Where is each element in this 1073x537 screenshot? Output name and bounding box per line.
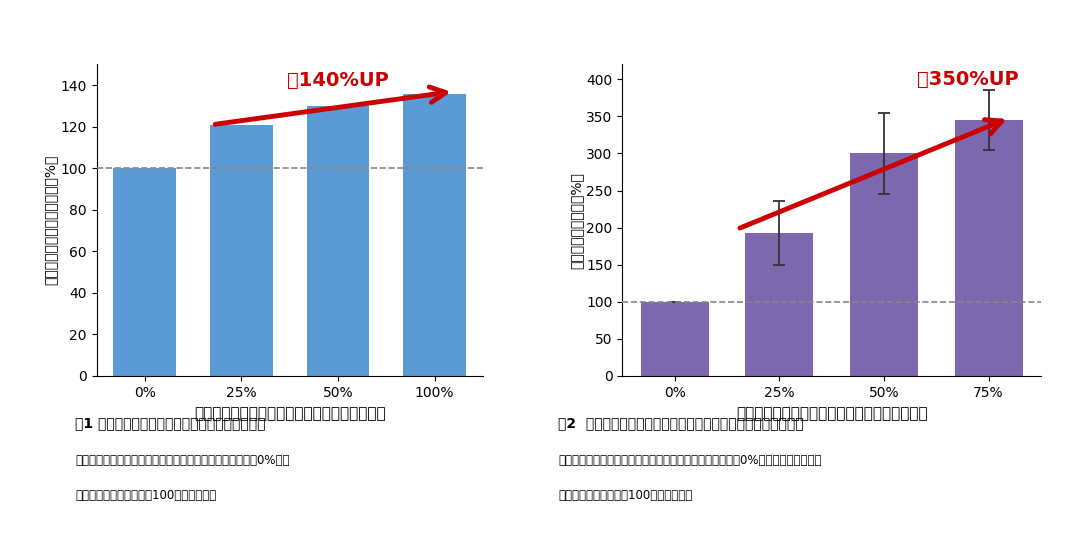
Bar — [307, 106, 369, 376]
Text: のコラーゲン産生量を100とした相対値: のコラーゲン産生量を100とした相対値 — [558, 489, 692, 502]
Bar — [210, 125, 273, 376]
Y-axis label: コラーゲンゲル収縮の強さ（%）: コラーゲンゲル収縮の強さ（%） — [44, 155, 58, 285]
Bar — [850, 154, 917, 376]
Bar — [955, 120, 1023, 376]
Bar — [641, 302, 708, 376]
Bar — [403, 93, 466, 376]
Text: 混合培養液中にマイオカイン含有培養液を含まないとき（0%）の皮膚線維芽細胞: 混合培養液中にマイオカイン含有培養液を含まないとき（0%）の皮膚線維芽細胞 — [558, 454, 822, 467]
Text: 混合培養液中にマイオカイン含有培養液を含まないとき（0%）の: 混合培養液中にマイオカイン含有培養液を含まないとき（0%）の — [75, 454, 290, 467]
Bar — [114, 168, 176, 376]
Text: 約140%UP: 約140%UP — [288, 71, 388, 90]
Text: 図2  マイオカインによる皮膚線維芽細胞のコラーゲン産生促進: 図2 マイオカインによる皮膚線維芽細胞のコラーゲン産生促進 — [558, 416, 804, 430]
X-axis label: 混合培養液中のマイオカイン含有培養液の割合: 混合培養液中のマイオカイン含有培養液の割合 — [194, 407, 385, 422]
Bar — [746, 233, 813, 376]
Text: 約350%UP: 約350%UP — [916, 70, 1018, 89]
Y-axis label: コラーゲン産生量（%）: コラーゲン産生量（%） — [570, 172, 584, 268]
Text: コラーゲンゲル収縮率を100とした相対値: コラーゲンゲル収縮率を100とした相対値 — [75, 489, 217, 502]
X-axis label: 混合培養液中のマイオカイン含有培養液の割合: 混合培養液中のマイオカイン含有培養液の割合 — [736, 407, 927, 422]
Text: 図1 マイオカインによるコラーゲンゲル収縮促進: 図1 マイオカインによるコラーゲンゲル収縮促進 — [75, 416, 266, 430]
